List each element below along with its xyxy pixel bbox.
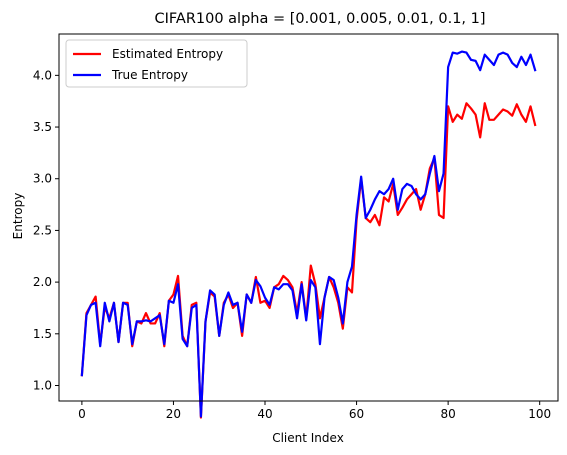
x-tick-label: 40 xyxy=(257,407,272,421)
x-tick-label: 60 xyxy=(349,407,364,421)
y-tick-label: 1.0 xyxy=(33,378,52,392)
y-tick-label: 3.5 xyxy=(33,120,52,134)
plot-frame xyxy=(58,33,559,402)
y-tick-label: 4.0 xyxy=(33,68,52,82)
legend-box xyxy=(65,39,248,88)
x-tick-label: 20 xyxy=(166,407,181,421)
y-tick-label: 3.0 xyxy=(33,172,52,186)
plot-area: 0 20 40 60 80 100 1.0 1.5 2.0 2.5 3.0 3.5 4.0 Estimat… xyxy=(33,33,559,421)
y-tick-label: 2.5 xyxy=(33,223,52,237)
x-tick-label: 100 xyxy=(528,407,551,421)
legend-label-true-entropy: True Entropy xyxy=(111,68,188,82)
x-axis-label: Client Index xyxy=(272,431,344,445)
y-tick-label: 2.0 xyxy=(33,275,52,289)
x-tick-label: 0 xyxy=(78,407,86,421)
y-axis-label: Entropy xyxy=(11,193,25,240)
series-line-true-entropy xyxy=(80,50,537,418)
chart-title: CIFAR100 alpha = [0.001, 0.005, 0.01, 0.… xyxy=(154,11,485,27)
legend-label-estimated-entropy: Estimated Entropy xyxy=(112,47,223,61)
y-tick-label: 1.5 xyxy=(33,327,52,341)
x-tick-label: 80 xyxy=(440,407,455,421)
